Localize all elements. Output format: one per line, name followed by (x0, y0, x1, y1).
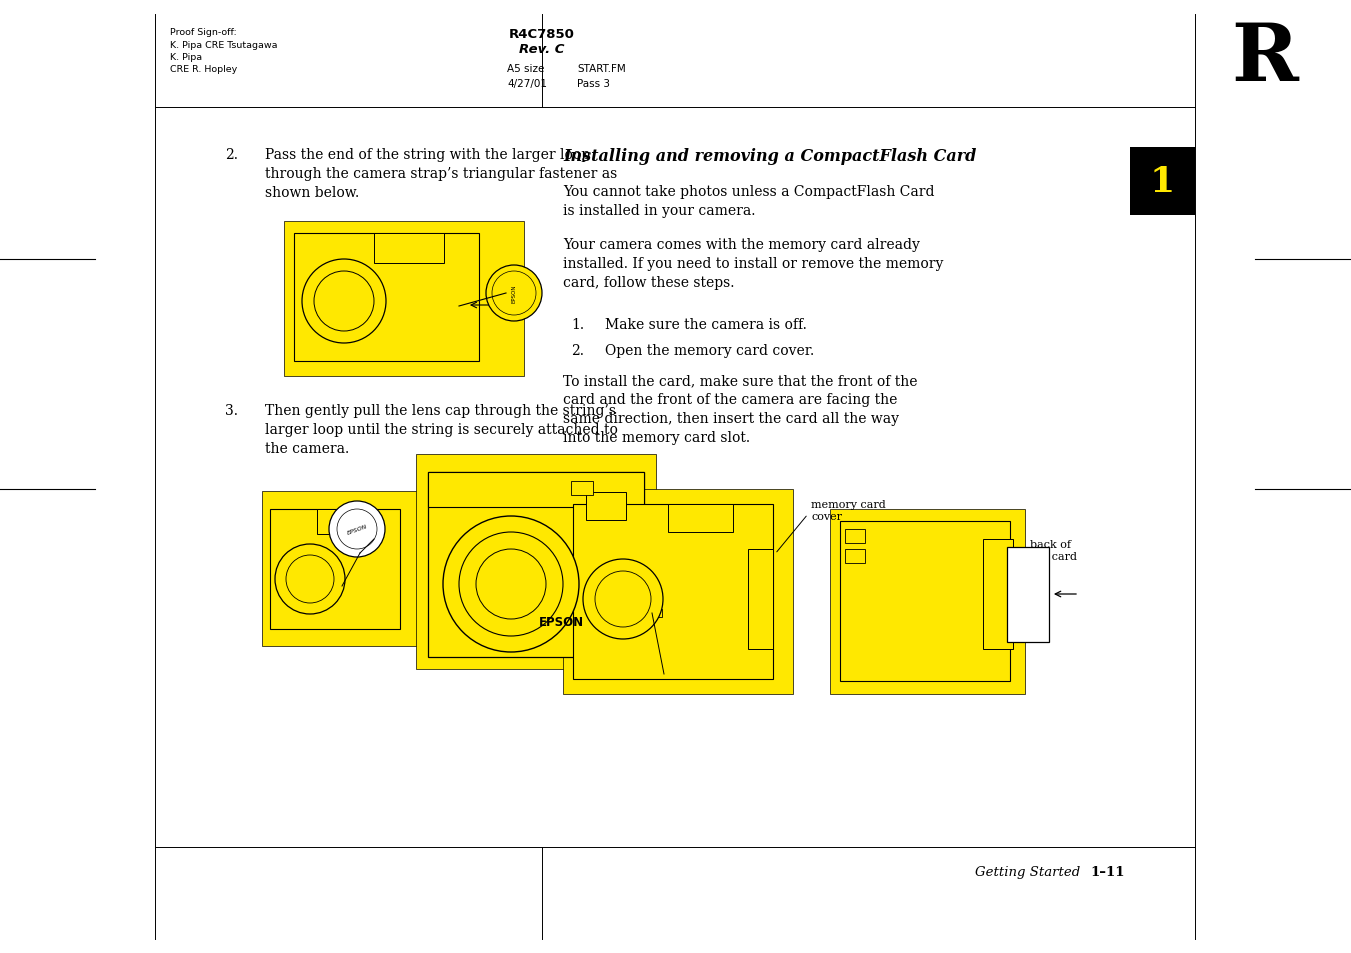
Text: 1–11: 1–11 (1090, 865, 1124, 878)
Bar (844, 530, 865, 543)
Circle shape (303, 260, 386, 344)
Bar (270, 510, 400, 629)
Text: Open the memory card cover.: Open the memory card cover. (605, 344, 815, 357)
Circle shape (276, 544, 345, 615)
Text: To install the card, make sure that the front of the
card and the front of the c: To install the card, make sure that the … (563, 374, 917, 444)
Circle shape (330, 501, 385, 558)
Text: Pass the end of the string with the larger loop
through the camera strap’s trian: Pass the end of the string with the larg… (265, 148, 617, 200)
Circle shape (336, 510, 377, 550)
Text: 4/27/01: 4/27/01 (507, 79, 547, 89)
Text: 1.: 1. (571, 317, 584, 332)
Bar (374, 233, 444, 264)
Text: 2.: 2. (226, 148, 238, 162)
Text: A5 size: A5 size (507, 64, 544, 74)
Text: EPSON: EPSON (539, 616, 584, 629)
Bar (844, 550, 865, 563)
Text: memory card
cover: memory card cover (811, 499, 886, 522)
Bar (284, 222, 524, 376)
Text: Rev. C: Rev. C (519, 43, 565, 56)
Circle shape (459, 533, 563, 637)
Circle shape (313, 272, 374, 332)
Text: Then gently pull the lens cap through the string’s
larger loop until the string : Then gently pull the lens cap through th… (265, 403, 617, 456)
Bar (571, 481, 593, 496)
Bar (748, 550, 773, 649)
Text: 1: 1 (1150, 165, 1175, 199)
Bar (317, 510, 372, 535)
Bar (1006, 547, 1048, 642)
Circle shape (443, 517, 580, 652)
Bar (1129, 148, 1196, 215)
Bar (586, 493, 626, 520)
Text: 3.: 3. (226, 403, 238, 417)
Text: Proof Sign-off:
K. Pipa CRE Tsutagawa
K. Pipa
CRE R. Hopley: Proof Sign-off: K. Pipa CRE Tsutagawa K.… (170, 28, 277, 74)
Bar (667, 504, 734, 533)
Circle shape (286, 556, 334, 603)
Text: Installing and removing a CompactFlash Card: Installing and removing a CompactFlash C… (563, 148, 977, 165)
Bar (644, 609, 662, 618)
Bar (840, 521, 1011, 681)
Bar (830, 510, 1025, 695)
Text: Your camera comes with the memory card already
installed. If you need to install: Your camera comes with the memory card a… (563, 237, 943, 290)
Bar (573, 504, 773, 679)
Bar (262, 492, 422, 646)
Text: START.FM: START.FM (577, 64, 626, 74)
Bar (416, 455, 657, 669)
Text: R4C7850: R4C7850 (509, 28, 576, 41)
Bar (428, 473, 644, 658)
Text: Pass 3: Pass 3 (577, 79, 611, 89)
Circle shape (486, 266, 542, 322)
Circle shape (476, 550, 546, 619)
Bar (984, 539, 1013, 649)
Text: Make sure the camera is off.: Make sure the camera is off. (605, 317, 807, 332)
Circle shape (492, 272, 536, 315)
Bar (428, 473, 644, 507)
Bar (563, 490, 793, 695)
Bar (295, 233, 480, 361)
Text: EPSON: EPSON (346, 523, 367, 536)
Circle shape (594, 572, 651, 627)
Text: 2.: 2. (571, 344, 584, 357)
Text: R: R (1232, 20, 1298, 98)
Text: You cannot take photos unless a CompactFlash Card
is installed in your camera.: You cannot take photos unless a CompactF… (563, 185, 935, 217)
Text: Getting Started: Getting Started (975, 865, 1079, 878)
Text: EPSON: EPSON (512, 284, 516, 303)
Circle shape (584, 559, 663, 639)
Text: back of
the card: back of the card (1029, 539, 1077, 562)
